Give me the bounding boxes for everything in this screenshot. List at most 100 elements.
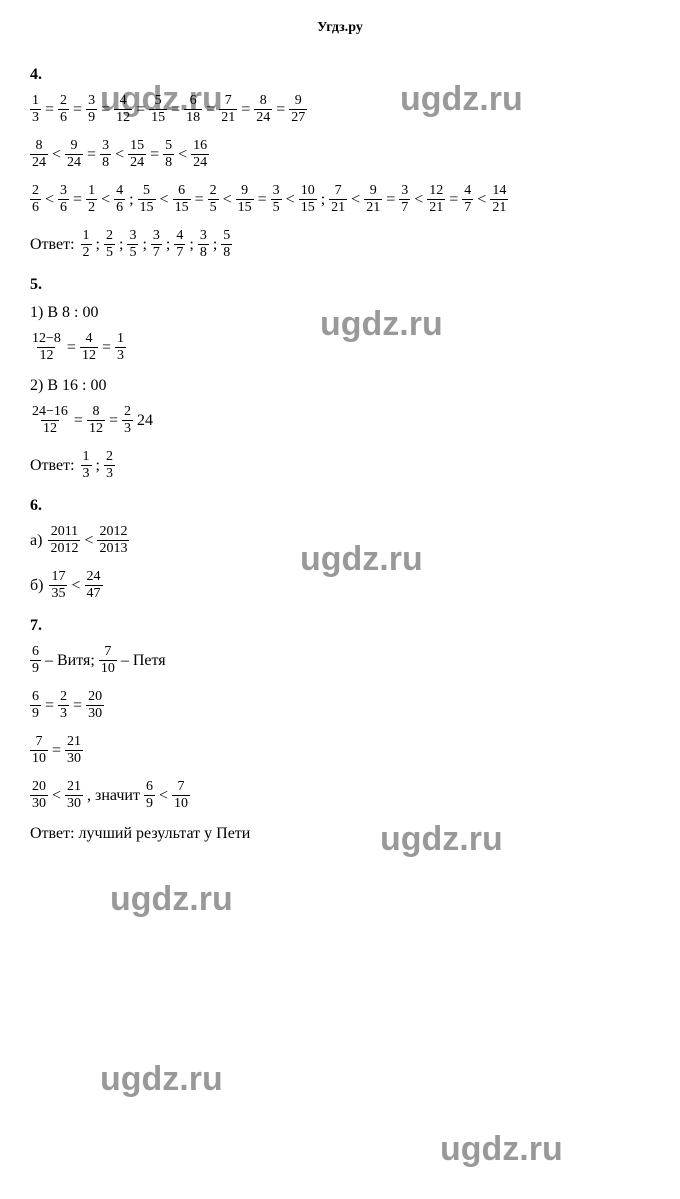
- operator: <: [48, 787, 65, 805]
- operator: ;: [138, 236, 150, 254]
- fraction: 812: [87, 405, 105, 436]
- p7-answer: Ответ: лучший результат у Пети: [30, 825, 650, 843]
- operator: =: [191, 191, 208, 209]
- fraction: 58: [221, 229, 232, 260]
- fraction: 710: [172, 780, 190, 811]
- operator: <: [282, 191, 299, 209]
- operator: ;: [209, 236, 221, 254]
- p5-part2-line: 24−1612=812=23 24: [30, 405, 650, 436]
- fraction: 35: [271, 184, 282, 215]
- problem-5-number: 5.: [30, 276, 650, 294]
- operator: ;: [115, 236, 127, 254]
- fraction: 515: [149, 94, 167, 125]
- fraction: 13: [30, 94, 41, 125]
- p5-part2-chain: 24−1612=812=23: [30, 405, 133, 436]
- fraction: 24−1612: [30, 405, 70, 436]
- p6-a-label: а): [30, 532, 48, 550]
- operator: =: [69, 697, 86, 715]
- p4-answer-chain: 12;25;35;37;47;38;58: [81, 229, 233, 260]
- operator: =: [382, 191, 399, 209]
- operator: <: [174, 146, 191, 164]
- p5-part2-label: 2) В 16 : 00: [30, 377, 650, 395]
- fraction: 2030: [30, 780, 48, 811]
- operator: <: [347, 191, 364, 209]
- p7-line4-post: 69<710: [144, 780, 190, 811]
- answer-label: Ответ:: [30, 236, 81, 254]
- fraction: 921: [364, 184, 382, 215]
- operator: =: [69, 101, 86, 119]
- operator: =: [254, 191, 271, 209]
- p7-line4: 2030<2130 , значит 69<710: [30, 780, 650, 811]
- page: Угдз.ру 4. 13=26=39=412=515=618=721=824=…: [0, 0, 680, 1199]
- problem-7-number: 7.: [30, 617, 650, 635]
- operator: <: [473, 191, 490, 209]
- operator: =: [48, 742, 65, 760]
- fraction: 23: [104, 450, 115, 481]
- operator: =: [97, 101, 114, 119]
- inline-text: – Петя: [117, 652, 170, 670]
- operator: <: [410, 191, 427, 209]
- operator: <: [156, 191, 173, 209]
- fraction: 36: [58, 184, 69, 215]
- fraction: 47: [462, 184, 473, 215]
- operator: ;: [92, 457, 104, 475]
- fraction: 412: [114, 94, 132, 125]
- p5-part2-after: 24: [133, 412, 153, 430]
- fraction: 13: [115, 332, 126, 363]
- fraction: 25: [208, 184, 219, 215]
- operator: ;: [162, 236, 174, 254]
- fraction: 25: [104, 229, 115, 260]
- fraction: 2030: [86, 690, 104, 721]
- fraction: 1221: [427, 184, 445, 215]
- operator: =: [167, 101, 184, 119]
- fraction: 39: [86, 94, 97, 125]
- fraction: 58: [163, 139, 174, 170]
- p7-line3: 710=2130: [30, 735, 650, 766]
- operator: ;: [185, 236, 197, 254]
- fraction: 12: [81, 229, 92, 260]
- operator: <: [80, 532, 97, 550]
- operator: ;: [317, 191, 329, 209]
- operator: =: [202, 101, 219, 119]
- fraction: 69: [144, 780, 155, 811]
- fraction: 46: [114, 184, 125, 215]
- fraction: 824: [254, 94, 272, 125]
- fraction: 23: [58, 690, 69, 721]
- fraction: 35: [127, 229, 138, 260]
- p6-a: а) 20112012<20122013: [30, 525, 650, 556]
- operator: =: [41, 697, 58, 715]
- operator: =: [132, 101, 149, 119]
- fraction: 37: [151, 229, 162, 260]
- fraction: 12: [86, 184, 97, 215]
- fraction: 1735: [49, 570, 67, 601]
- fraction: 37: [399, 184, 410, 215]
- fraction: 924: [65, 139, 83, 170]
- fraction: 38: [100, 139, 111, 170]
- p5-answer-chain: 13;23: [81, 450, 115, 481]
- operator: =: [237, 101, 254, 119]
- operator: <: [111, 146, 128, 164]
- problem-4-number: 4.: [30, 66, 650, 84]
- operator: =: [41, 101, 58, 119]
- site-header: Угдз.ру: [30, 20, 650, 36]
- p7-line4-pre: 2030<2130: [30, 780, 83, 811]
- operator: ;: [92, 236, 104, 254]
- operator: ;: [125, 191, 137, 209]
- operator: =: [146, 146, 163, 164]
- fraction: 1624: [191, 139, 209, 170]
- fraction: 710: [30, 735, 48, 766]
- p5-part1-label: 1) В 8 : 00: [30, 304, 650, 322]
- problem-6-number: 6.: [30, 497, 650, 515]
- operator: <: [219, 191, 236, 209]
- p6-a-chain: 20112012<20122013: [48, 525, 129, 556]
- fraction: 26: [58, 94, 69, 125]
- answer-label: Ответ:: [30, 457, 81, 475]
- p6-b-chain: 1735<2447: [49, 570, 102, 601]
- p6-b: б) 1735<2447: [30, 570, 650, 601]
- fraction: 2447: [85, 570, 103, 601]
- fraction: 1524: [128, 139, 146, 170]
- p4-chain-1: 13=26=39=412=515=618=721=824=927: [30, 94, 650, 125]
- fraction: 26: [30, 184, 41, 215]
- fraction: 20122013: [97, 525, 129, 556]
- fraction: 618: [184, 94, 202, 125]
